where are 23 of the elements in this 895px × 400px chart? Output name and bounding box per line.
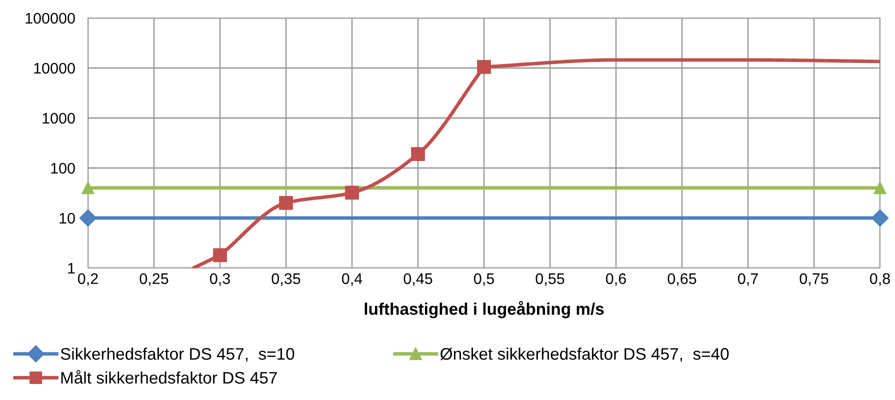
x-tick-label: 0,5 (474, 273, 494, 286)
y-tick-label: 100000 (26, 12, 75, 24)
x-tick-label: 0,65 (668, 273, 696, 286)
x-tick-label: 0,3 (210, 273, 230, 286)
x-axis-title: lufthastighed i lugeåbning m/s (364, 300, 604, 318)
x-tick-label: 0,35 (272, 273, 300, 286)
x-tick-label: 0,6 (606, 273, 626, 286)
x-tick-label: 0,7 (738, 273, 758, 286)
x-tick-label: 0,4 (342, 273, 362, 286)
legend-label: Ønsket sikkerhedsfaktor DS 457, s=40 (440, 348, 729, 362)
legend-label: Sikkerhedsfaktor DS 457, s=10 (60, 348, 294, 362)
x-tick-label: 0,75 (800, 273, 828, 286)
x-tick-label: 0,45 (404, 273, 432, 286)
x-tick-label: 0,25 (140, 273, 168, 286)
x-tick-label: 0,8 (870, 273, 890, 286)
y-tick-label: 1 (68, 263, 75, 274)
y-tick-label: 100 (51, 162, 75, 174)
y-tick-label: 10000 (34, 62, 75, 74)
x-tick-label: 0,55 (536, 273, 564, 286)
legend-label: Målt sikkerhedsfaktor DS 457 (61, 370, 277, 384)
x-tick-label: 0,2 (78, 273, 98, 286)
y-tick-label: 1000 (42, 112, 75, 124)
y-tick-label: 10 (60, 212, 75, 224)
